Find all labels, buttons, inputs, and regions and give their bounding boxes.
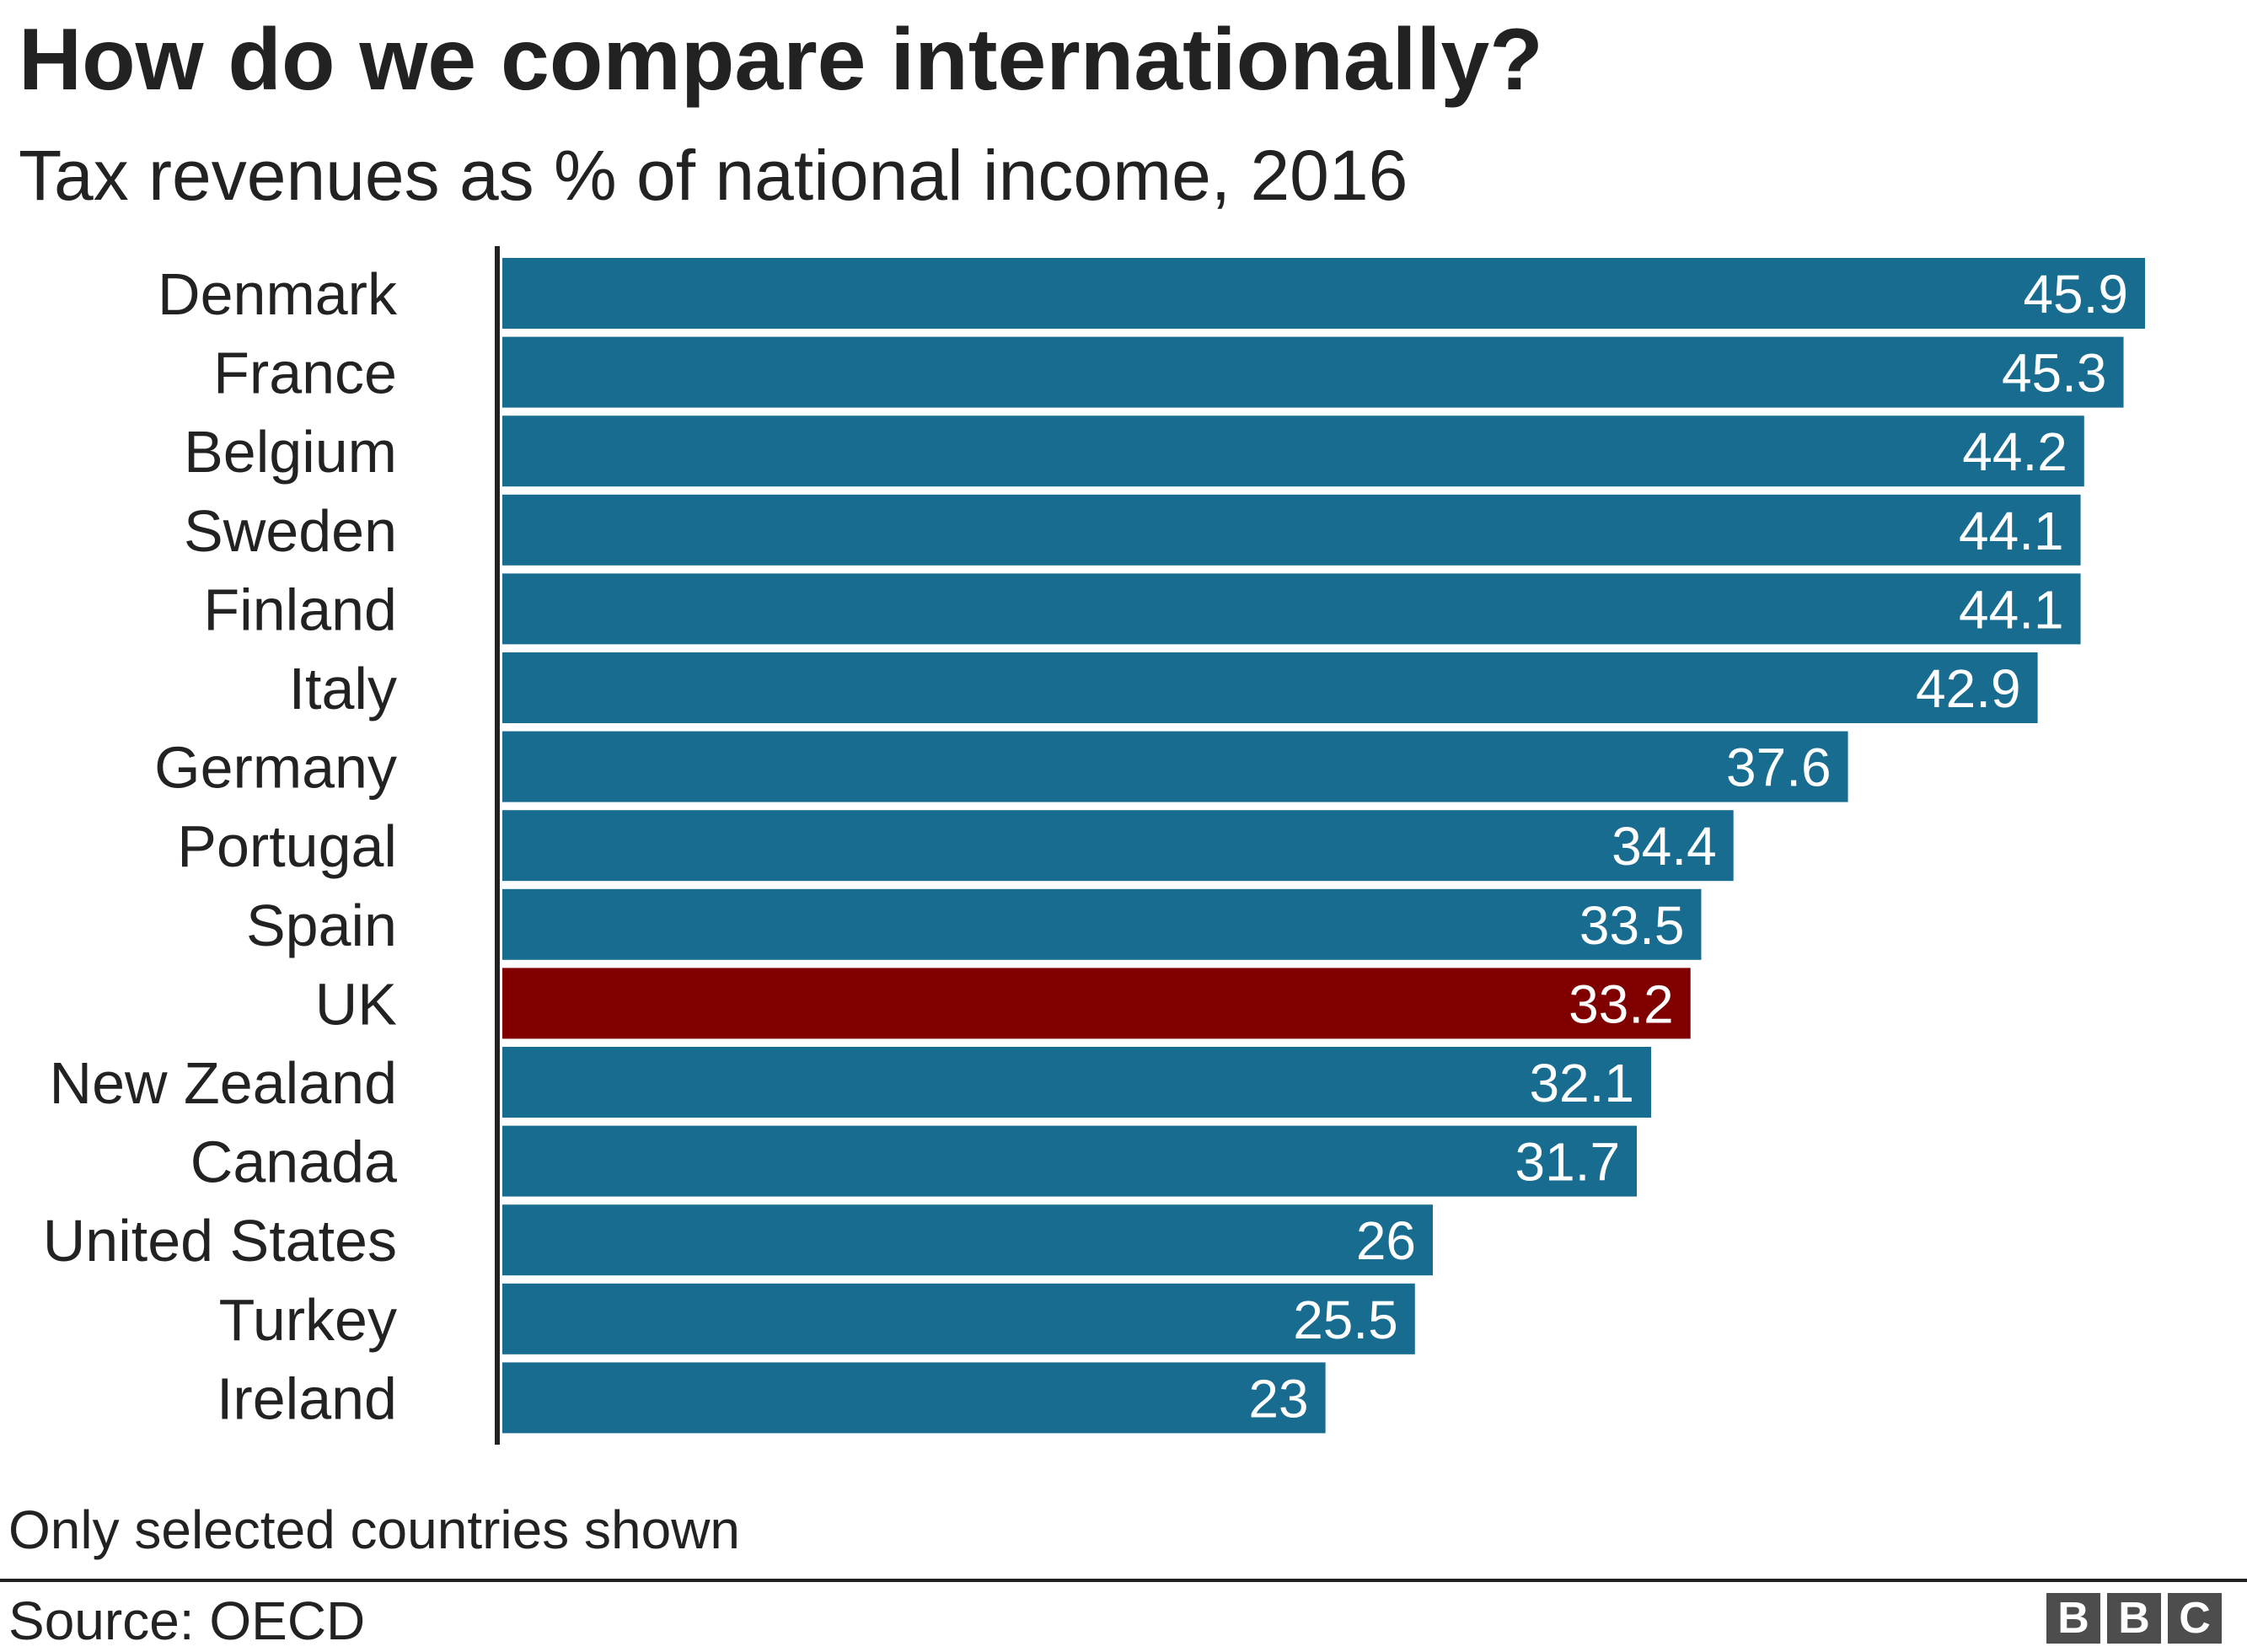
category-label: Canada <box>190 1129 397 1195</box>
data-label: 31.7 <box>1515 1132 1620 1193</box>
bar <box>502 416 2084 487</box>
chart-title: How do we compare internationally? <box>19 11 1543 109</box>
data-label: 37.6 <box>1726 738 1831 798</box>
category-label: Italy <box>289 656 397 721</box>
data-label: 26 <box>1356 1210 1416 1271</box>
data-label: 34.4 <box>1612 816 1717 877</box>
bbc-logo-letter: B <box>2046 1593 2100 1644</box>
data-label: 44.1 <box>1959 501 2064 561</box>
footnote: Only selected countries shown <box>8 1499 740 1560</box>
bar <box>502 1362 1326 1434</box>
chart-subtitle: Tax revenues as % of national income, 20… <box>19 136 1408 215</box>
data-label: 23 <box>1248 1368 1308 1429</box>
category-label: Belgium <box>184 419 397 485</box>
bar <box>502 1125 1638 1197</box>
bar <box>502 1047 1652 1118</box>
data-label: 33.5 <box>1579 895 1685 956</box>
category-label: France <box>213 341 397 406</box>
bar <box>502 573 2081 645</box>
category-label: Portugal <box>177 813 397 879</box>
bbc-logo-letter: C <box>2168 1593 2222 1644</box>
category-label: Denmark <box>158 261 398 327</box>
data-label: 45.3 <box>2002 343 2107 404</box>
category-label: United States <box>43 1208 397 1274</box>
data-label: 44.1 <box>1959 579 2064 640</box>
data-label: 44.2 <box>1962 421 2067 482</box>
bar <box>502 810 1734 882</box>
data-label: 45.9 <box>2023 264 2128 324</box>
footer-divider <box>0 1579 2247 1582</box>
data-label: 42.9 <box>1916 658 2021 719</box>
category-label: Germany <box>154 735 397 801</box>
bar <box>502 258 2145 329</box>
category-label: New Zealand <box>50 1050 397 1116</box>
bar-chart: Denmark 45.9 France 45.3 Belgium 44.2 Sweden 44… <box>43 246 2145 1445</box>
category-label: UK <box>315 971 397 1037</box>
category-label: Sweden <box>184 498 397 564</box>
source-text: Source: OECD <box>8 1590 366 1651</box>
bar <box>502 336 2124 408</box>
data-label: 25.5 <box>1293 1290 1398 1350</box>
bbc-logo: B B C <box>2046 1593 2222 1644</box>
bbc-logo-letter: B <box>2107 1593 2161 1644</box>
bar <box>502 1204 1434 1276</box>
bar <box>502 494 2081 566</box>
category-label: Finland <box>203 577 397 642</box>
bar <box>502 652 2038 723</box>
data-label: 33.2 <box>1569 974 1674 1034</box>
category-label: Ireland <box>217 1365 397 1431</box>
bar <box>502 888 1702 960</box>
bar <box>502 1283 1415 1354</box>
data-label: 32.1 <box>1529 1053 1634 1113</box>
bar <box>502 731 1848 802</box>
category-label: Spain <box>246 893 397 958</box>
bar <box>502 968 1691 1039</box>
category-label: Turkey <box>219 1287 397 1353</box>
